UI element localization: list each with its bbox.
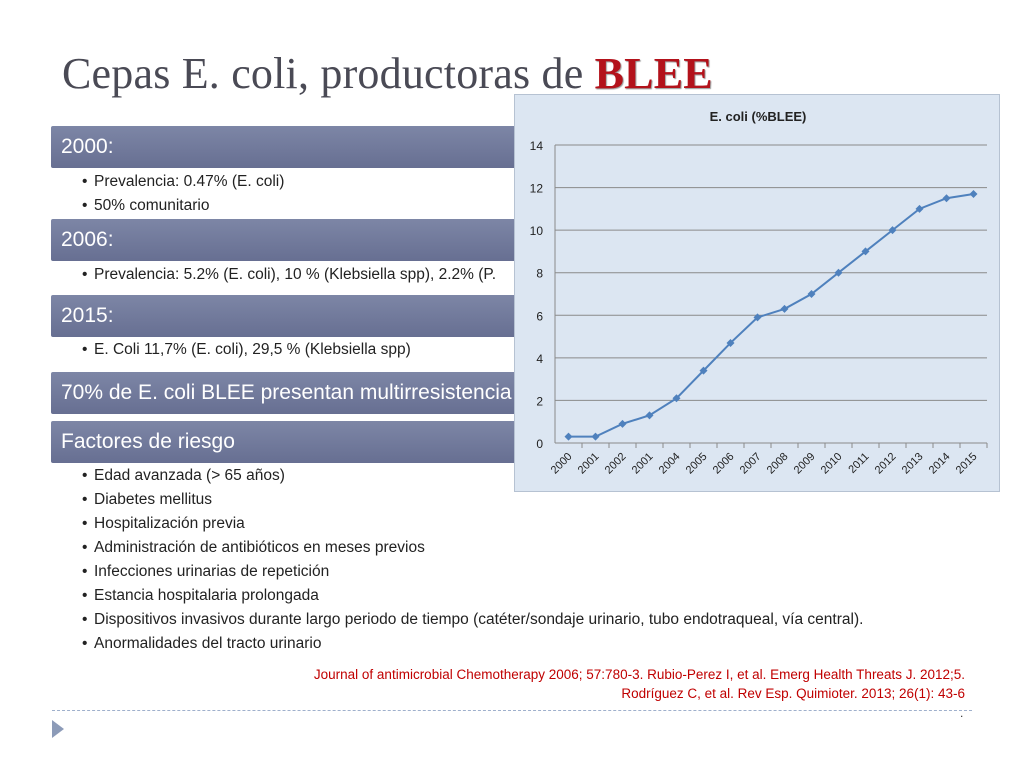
data-point xyxy=(564,432,573,441)
x-tick-label: 2010 xyxy=(819,451,845,477)
data-point xyxy=(753,313,762,322)
section-bullets-2015: E. Coli 11,7% (E. coli), 29,5 % (Klebsie… xyxy=(82,338,411,362)
y-tick-label: 8 xyxy=(536,267,543,281)
x-tick-label: 2006 xyxy=(711,451,737,477)
section-bullets-2000: Prevalencia: 0.47% (E. coli) 50% comunit… xyxy=(82,170,284,218)
bullet-item: Infecciones urinarias de repetición xyxy=(82,560,863,584)
bullet-item: Administración de antibióticos en meses … xyxy=(82,536,863,560)
x-tick-label: 2001 xyxy=(630,451,656,477)
chart-panel: E. coli (%BLEE) 0 2 4 6 8 10 12 14 2000 2001 2002 2… xyxy=(514,94,1000,492)
x-tick-label: 2002 xyxy=(603,451,629,477)
data-point xyxy=(807,290,816,298)
data-point xyxy=(969,189,978,198)
data-point xyxy=(780,304,789,313)
x-tick-label: 2001 xyxy=(576,451,602,477)
data-point xyxy=(699,366,708,375)
x-tick-label: 2012 xyxy=(873,451,899,477)
data-point xyxy=(672,394,681,403)
x-tick-label: 2005 xyxy=(684,451,710,477)
data-point xyxy=(618,419,627,428)
footer-divider xyxy=(52,710,972,711)
y-tick-label: 2 xyxy=(536,394,543,408)
data-point xyxy=(834,268,843,277)
bullet-item: Anormalidades del tracto urinario xyxy=(82,632,863,656)
series-line xyxy=(568,192,974,438)
page-title: Cepas E. coli, productoras de BLEE xyxy=(62,48,713,99)
reference-line: Journal of antimicrobial Chemotherapy 20… xyxy=(313,667,965,682)
data-point xyxy=(888,226,897,235)
data-point xyxy=(861,247,870,256)
y-tick-label: 0 xyxy=(536,437,543,451)
title-main: Cepas E. coli, productoras de xyxy=(62,49,595,98)
bullet-item: Dispositivos invasivos durante largo per… xyxy=(82,608,863,632)
data-point xyxy=(915,204,924,213)
section-header-2000: 2000: xyxy=(51,126,521,168)
x-tick-label: 2004 xyxy=(657,451,683,477)
section-header-2006: 2006: xyxy=(51,219,521,261)
y-tick-label: 12 xyxy=(530,182,544,196)
bullet-item: E. Coli 11,7% (E. coli), 29,5 % (Klebsie… xyxy=(82,338,411,362)
section-bullets-2006: Prevalencia: 5.2% (E. coli), 10 % (Klebs… xyxy=(82,263,496,287)
y-tick-label: 14 xyxy=(530,139,544,153)
references: Journal of antimicrobial Chemotherapy 20… xyxy=(314,665,965,703)
y-tick-label: 4 xyxy=(536,352,543,366)
x-tick-label: 2015 xyxy=(954,451,980,477)
bullet-item: Edad avanzada (> 65 años) xyxy=(82,464,863,488)
section-header-factores: Factores de riesgo xyxy=(51,421,521,463)
x-tick-label: 2008 xyxy=(765,451,791,477)
reference-line: Rodríguez C, et al. Rev Esp. Quimioter. … xyxy=(621,686,965,701)
next-slide-arrow-icon[interactable] xyxy=(52,720,64,738)
bullet-item: Hospitalización previa xyxy=(82,512,863,536)
data-point xyxy=(645,411,654,420)
bullet-item: Diabetes mellitus xyxy=(82,488,863,512)
data-point xyxy=(591,432,600,441)
x-tick-label: 2007 xyxy=(738,451,764,477)
x-tick-label: 2013 xyxy=(900,451,926,477)
bullet-item: Estancia hospitalaria prolongada xyxy=(82,584,863,608)
x-tick-label: 2009 xyxy=(792,451,818,477)
bullet-item: Prevalencia: 5.2% (E. coli), 10 % (Klebs… xyxy=(82,263,496,287)
data-point xyxy=(942,194,951,203)
x-tick-label: 2000 xyxy=(549,451,575,477)
section-bullets-factores: Edad avanzada (> 65 años) Diabetes melli… xyxy=(82,464,863,656)
y-tick-label: 6 xyxy=(536,309,543,323)
bullet-item: 50% comunitario xyxy=(82,194,284,218)
x-tick-label: 2011 xyxy=(846,451,871,476)
section-header-multirresistencia: 70% de E. coli BLEE presentan multirresi… xyxy=(51,372,521,414)
footer-mark: . xyxy=(960,706,964,720)
bullet-item: Prevalencia: 0.47% (E. coli) xyxy=(82,170,284,194)
data-point xyxy=(726,338,735,347)
title-highlight: BLEE xyxy=(594,49,713,98)
x-tick-label: 2014 xyxy=(927,451,953,477)
section-header-2015: 2015: xyxy=(51,295,521,337)
chart-title: E. coli (%BLEE) xyxy=(710,109,807,124)
y-tick-label: 10 xyxy=(530,224,544,238)
